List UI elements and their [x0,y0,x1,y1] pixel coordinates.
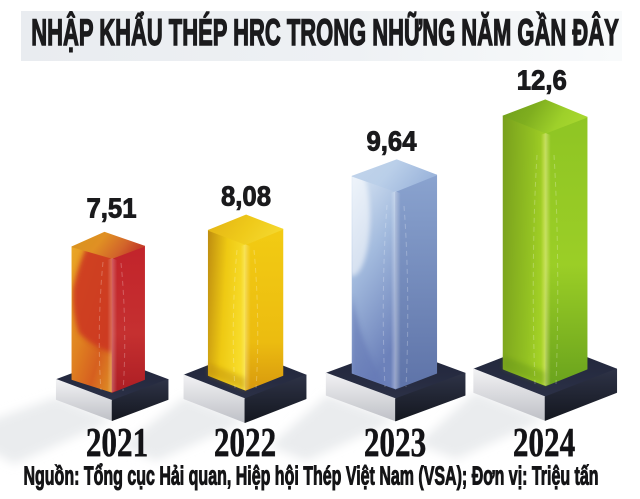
svg-text:NHẬP KHẨU THÉP HRC TRONG NHỮNG: NHẬP KHẨU THÉP HRC TRONG NHỮNG NĂM GẦN Đ… [31,10,618,54]
svg-text:12,6: 12,6 [517,64,567,95]
svg-text:Nguồn: Tổng cục Hải quan, Hiệp: Nguồn: Tổng cục Hải quan, Hiệp hội Thép … [23,460,598,490]
svg-text:2023: 2023 [364,420,426,465]
svg-text:2024: 2024 [513,420,575,465]
svg-text:8,08: 8,08 [221,180,271,211]
svg-text:2021: 2021 [86,420,148,465]
svg-text:7,51: 7,51 [86,193,136,224]
svg-text:2022: 2022 [214,420,276,465]
svg-text:9,64: 9,64 [366,125,416,156]
